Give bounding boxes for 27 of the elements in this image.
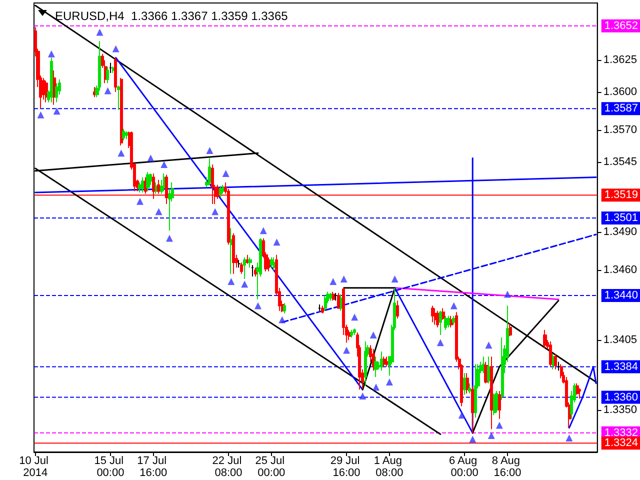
x-tick-label: 8 Aug 16:00 (492, 455, 524, 479)
ref-line-label: 1.3324 (604, 437, 638, 450)
ref-line-label: 1.3332 (604, 426, 638, 439)
x-tick-label: 29 Jul 16:00 (330, 455, 363, 479)
ref-line-label: 1.3360 (604, 391, 638, 404)
y-tick-label: 1.3625 (603, 54, 638, 66)
x-tick-label: 25 Jul 00:00 (255, 455, 288, 479)
x-tick-label: 17 Jul 16:00 (137, 455, 170, 479)
x-tick-label: 15 Jul 00:00 (94, 455, 127, 479)
y-tick-label: 1.3545 (603, 156, 638, 168)
ref-line-label: 1.3440 (604, 290, 638, 302)
ref-line-label: 1.3501 (604, 212, 638, 224)
y-tick-label: 1.3350 (603, 404, 638, 416)
x-tick-label: 10 Jul 2014 (19, 455, 52, 479)
y-tick-label: 1.3405 (603, 334, 638, 346)
ref-line-label: 1.3384 (604, 360, 638, 373)
x-tick-label: 22 Jul 08:00 (212, 455, 245, 479)
ref-line-label: 1.3652 (604, 20, 638, 32)
ref-line-label: 1.3587 (604, 102, 638, 115)
x-tick-label: 1 Aug 08:00 (374, 455, 406, 479)
x-tick-label: 6 Aug 00:00 (448, 455, 480, 479)
y-tick-label: 1.3570 (603, 124, 638, 136)
text: EURUSD,H4 1.3366 1.3367 1.3359 1.3365 (55, 9, 288, 23)
y-tick-label: 1.3600 (603, 86, 638, 98)
y-tick-label: 1.3460 (603, 264, 638, 276)
ref-line-label: 1.3519 (604, 189, 638, 202)
y-tick-label: 1.3490 (603, 226, 638, 238)
